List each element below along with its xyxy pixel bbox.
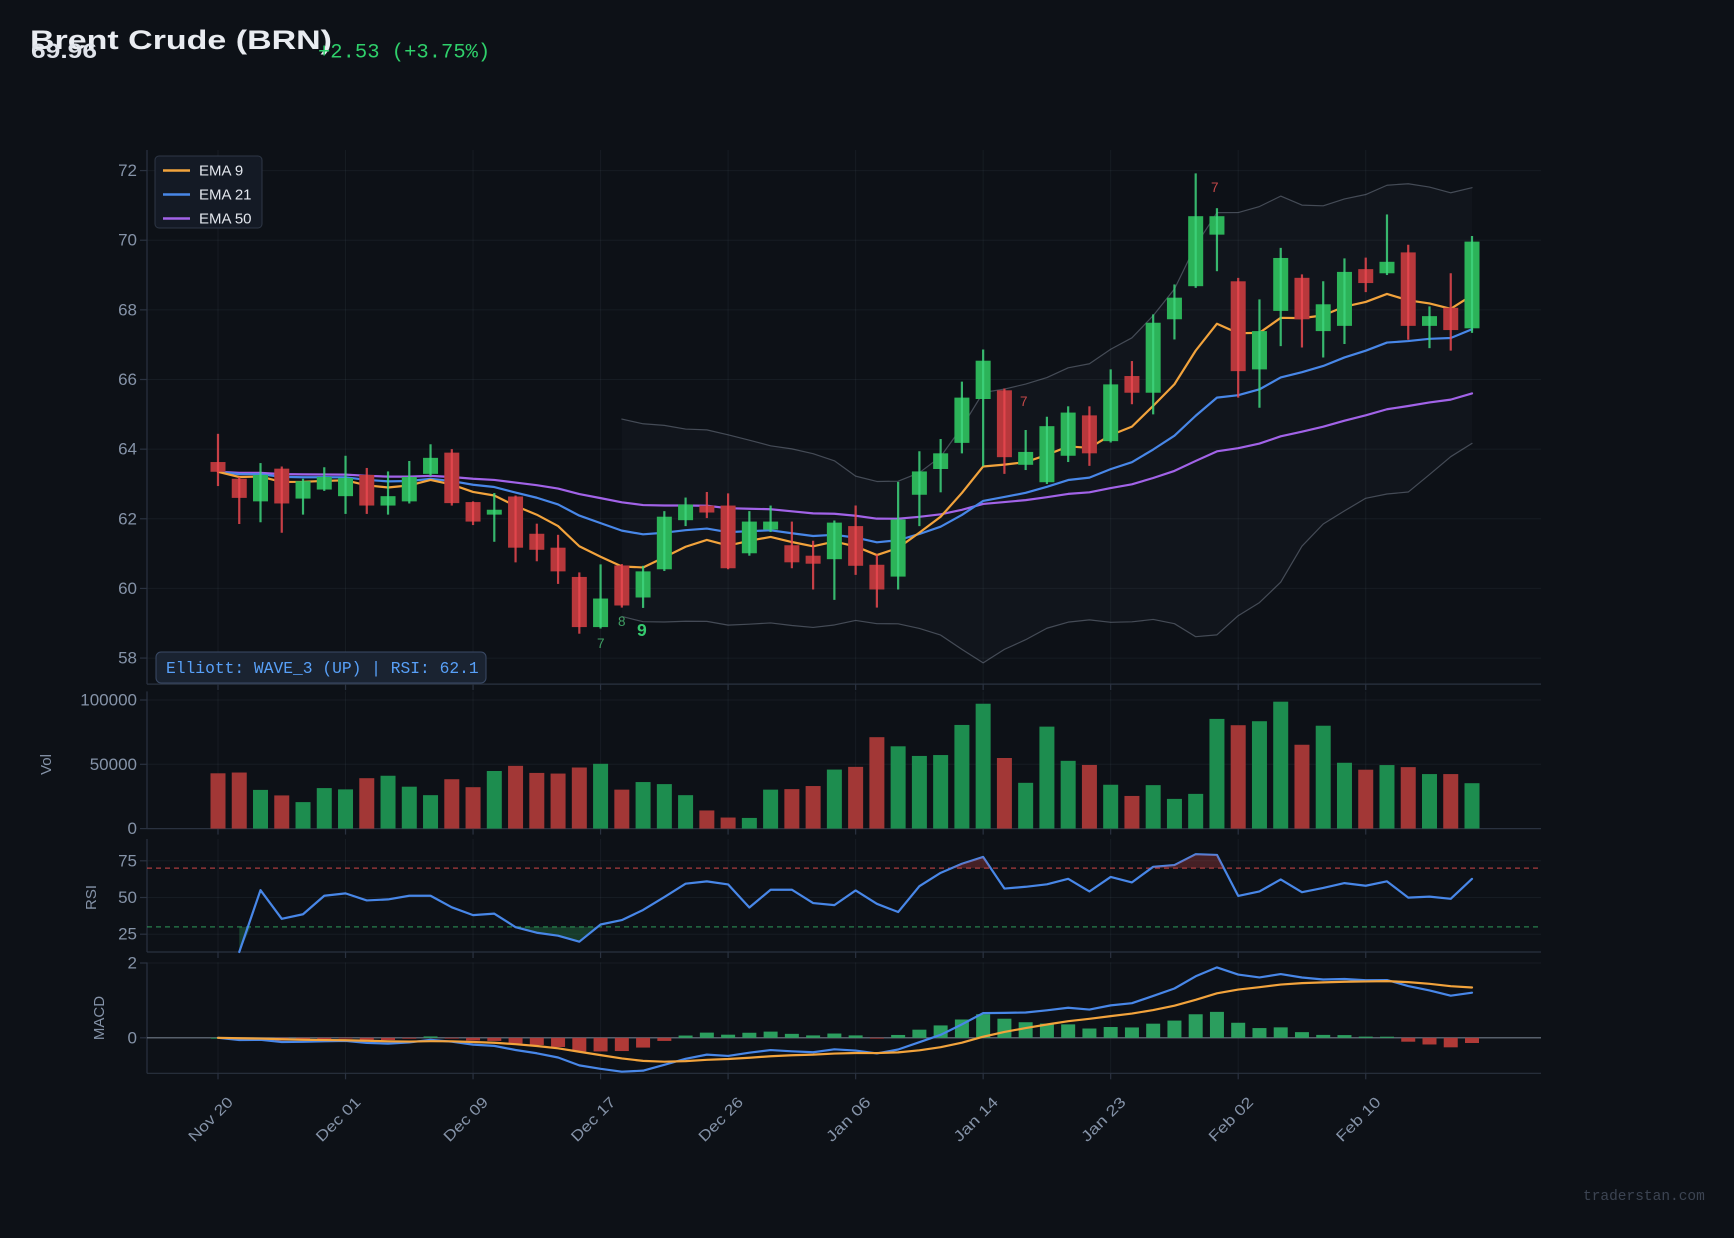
svg-text:68: 68 — [118, 300, 137, 319]
svg-text:7: 7 — [597, 636, 605, 651]
svg-text:8: 8 — [618, 614, 626, 629]
svg-text:EMA 50: EMA 50 — [199, 211, 252, 228]
svg-text:Brent Crude (BRN): Brent Crude (BRN) — [30, 25, 332, 55]
svg-text:64: 64 — [118, 440, 137, 459]
svg-text:60: 60 — [118, 579, 137, 598]
svg-text:0: 0 — [128, 1028, 137, 1047]
svg-text:62: 62 — [118, 509, 137, 528]
svg-text:70: 70 — [118, 231, 137, 250]
svg-text:66: 66 — [118, 370, 137, 389]
svg-text:2: 2 — [128, 954, 137, 973]
svg-text:69.96: 69.96 — [31, 40, 97, 63]
svg-text:58: 58 — [118, 649, 137, 668]
svg-text:EMA 9: EMA 9 — [199, 163, 243, 180]
svg-text:Elliott: WAVE_3 (UP) | RSI: 62: Elliott: WAVE_3 (UP) | RSI: 62.1 — [166, 659, 479, 678]
svg-text:Vol: Vol — [38, 754, 55, 775]
svg-text:MACD: MACD — [91, 996, 108, 1040]
svg-text:7: 7 — [1020, 394, 1028, 409]
svg-text:0: 0 — [128, 819, 137, 838]
svg-text:traderstan.com: traderstan.com — [1583, 1189, 1705, 1205]
svg-text:50: 50 — [118, 888, 137, 907]
svg-text:+2.53 (+3.75%): +2.53 (+3.75%) — [318, 42, 490, 65]
svg-text:9: 9 — [637, 620, 647, 640]
svg-text:72: 72 — [118, 161, 137, 180]
svg-text:RSI: RSI — [83, 885, 100, 910]
svg-text:75: 75 — [118, 851, 137, 870]
svg-text:100000: 100000 — [80, 691, 137, 710]
svg-text:25: 25 — [118, 925, 137, 944]
svg-text:7: 7 — [1211, 180, 1219, 195]
svg-text:50000: 50000 — [90, 755, 137, 774]
svg-text:EMA 21: EMA 21 — [199, 187, 252, 204]
